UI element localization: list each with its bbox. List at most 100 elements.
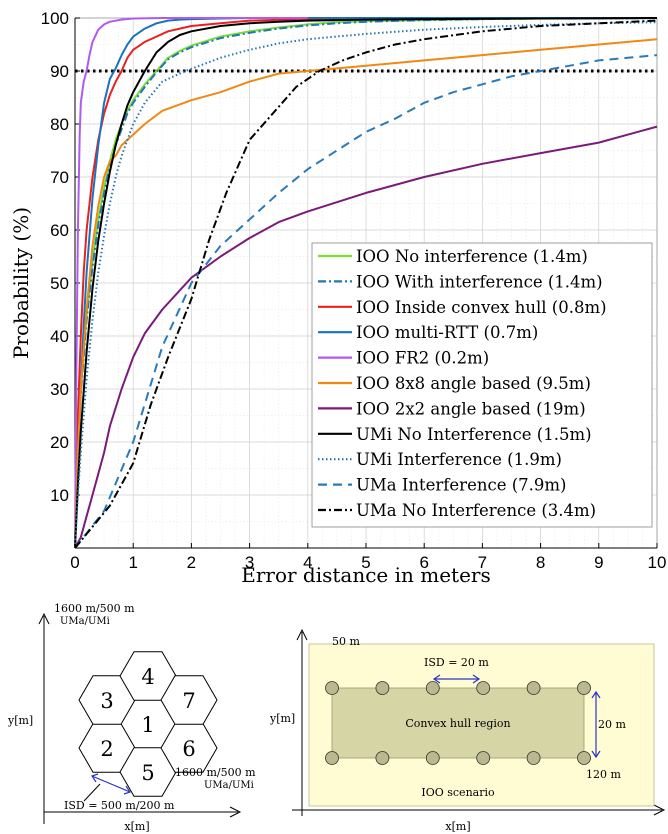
legend-entry-8: UMi No Interference (1.5m) (356, 425, 592, 444)
ioo-hull-label: Convex hull region (405, 717, 510, 730)
ioo-node (577, 681, 591, 695)
hex-label-top-2: UMa/UMi (60, 616, 110, 627)
x-tick-label: 5 (361, 553, 370, 572)
hex-cell-label: 5 (141, 761, 154, 785)
series-lines (74, 17, 658, 549)
series-line-6 (74, 38, 658, 549)
isd-arrowhead-b-icon (123, 785, 131, 795)
legend-entry-1: IOO No interference (1.4m) (356, 247, 588, 266)
y-tick-label: 20 (50, 433, 69, 452)
series-line-11 (74, 19, 658, 549)
legend-entry-9: UMi Interference (1.9m) (356, 450, 562, 469)
isd-arrowhead-a-icon (91, 773, 99, 783)
hex-cell-label: 4 (141, 665, 154, 689)
legend-entry-10: UMa Interference (7.9m) (356, 476, 566, 495)
side-arrowhead-b-icon (591, 750, 601, 759)
ioo-node (425, 681, 440, 695)
hex-cells: 1 2 3 4 5 6 7 (78, 651, 218, 797)
y-tick-label: 50 (50, 274, 69, 293)
hex-label-top-1: 1600 m/500 m (54, 602, 135, 615)
hex-cell-label: 6 (182, 737, 195, 761)
series-line-7 (74, 125, 658, 549)
series-line-5 (74, 17, 308, 549)
legend-entry-5: IOO FR2 (0.2m) (356, 349, 489, 368)
y-tick-label: 100 (41, 9, 69, 28)
ioo-node (526, 681, 541, 695)
legend-entry-3: IOO Inside convex hull (0.8m) (356, 298, 607, 317)
x-axis-label: Error distance in meters (241, 563, 491, 587)
hex-cell-7 (160, 675, 218, 725)
x-tick-label: 4 (303, 553, 312, 572)
y-tick-label: 90 (50, 62, 69, 81)
ioo-node (325, 681, 339, 695)
ioo-scenario-diagram: 50 m ISD = 20 m Convex hull region 20 m … (269, 628, 666, 833)
series-line-2 (74, 17, 658, 549)
isd-h-arrowhead-a-icon (432, 674, 441, 684)
hex-x-label: x[m] (124, 820, 149, 833)
ioo-node (577, 751, 591, 765)
hex-cell-label: 3 (100, 689, 113, 713)
x-tick-label: 3 (245, 553, 254, 572)
ioo-side-label: 20 m (598, 718, 626, 731)
hex-cell-label: 2 (100, 737, 113, 761)
tick-labels: 0 1 2 3 4 5 6 7 8 9 10 10 20 30 40 50 60 70 80 90 100 (41, 9, 667, 572)
legend: IOO No interference (1.4m) IOO With inter… (311, 242, 653, 528)
x-tick-label: 0 (70, 553, 79, 572)
hex-y-arrow-icon (38, 612, 50, 625)
ioo-corner-label: 120 m (586, 768, 621, 781)
y-tick-label: 80 (50, 115, 69, 134)
ioo-y-label: y[m] (269, 712, 295, 725)
isd-arrow (91, 775, 131, 793)
ioo-scenario-label: IOO scenario (421, 786, 495, 799)
series-line-10 (74, 54, 658, 549)
ioo-nodes (325, 681, 591, 765)
legend-entry-2: IOO With interference (1.4m) (356, 272, 603, 291)
isd-pointer (83, 783, 101, 802)
y-tick-label: 70 (50, 168, 69, 187)
y-tick-label: 40 (50, 327, 69, 346)
convex-hull-region (331, 687, 585, 759)
isd-h-arrowhead-b-icon (472, 674, 481, 684)
y-tick-label: 10 (50, 486, 69, 505)
x-tick-label: 10 (648, 553, 667, 572)
series-line-4 (74, 17, 657, 549)
x-tick-label: 1 (128, 553, 137, 572)
ioo-node (425, 751, 440, 765)
hex-label-bottom-1: 1600 m/500 m (175, 766, 256, 779)
cdf-chart: 0 1 2 3 4 5 6 7 8 9 10 10 20 30 40 50 60 70 80 90 100 Error … (9, 9, 667, 587)
ioo-node (375, 681, 390, 695)
ioo-x-label: x[m] (445, 820, 470, 833)
legend-box (311, 242, 653, 528)
ioo-node (375, 751, 390, 765)
hex-cell-label: 1 (141, 713, 154, 737)
x-tick-label: 2 (187, 553, 196, 572)
x-tick-label: 6 (419, 553, 428, 572)
hex-x-arrow-icon (229, 806, 242, 818)
x-tick-label: 9 (594, 553, 603, 572)
ioo-top-label: 50 m (332, 635, 360, 648)
ioo-x-arrow-icon (653, 804, 666, 816)
y-axis-label: Probability (%) (9, 207, 33, 359)
x-tick-label: 7 (478, 553, 487, 572)
hex-isd-label: ISD = 500 m/200 m (64, 799, 175, 812)
hex-y-label: y[m] (7, 714, 33, 727)
series-line-3 (74, 17, 658, 549)
legend-entry-6: IOO 8x8 angle based (9.5m) (356, 374, 591, 393)
ioo-node (526, 751, 541, 765)
hex-cell-label: 7 (182, 689, 195, 713)
side-arrowhead-a-icon (591, 690, 601, 699)
ioo-isd-label: ISD = 20 m (424, 656, 489, 669)
hex-label-bottom-2: UMa/UMi (204, 780, 254, 791)
x-tick-label: 8 (536, 553, 545, 572)
ioo-y-arrow-icon (296, 628, 308, 641)
y-tick-label: 30 (50, 380, 69, 399)
ioo-node (476, 681, 491, 695)
hexagon-layout-diagram: 1 2 3 4 5 6 7 1600 m/500 m UMa/UMi 1600 m/500 … (7, 602, 256, 833)
legend-entry-4: IOO multi-RTT (0.7m) (356, 323, 538, 342)
series-line-8 (74, 17, 658, 549)
legend-entry-11: UMa No Interference (3.4m) (356, 501, 596, 520)
ioo-node (476, 751, 491, 765)
ioo-node (325, 751, 339, 765)
y-tick-label: 60 (50, 221, 69, 240)
legend-entry-7: IOO 2x2 angle based (19m) (356, 399, 586, 418)
